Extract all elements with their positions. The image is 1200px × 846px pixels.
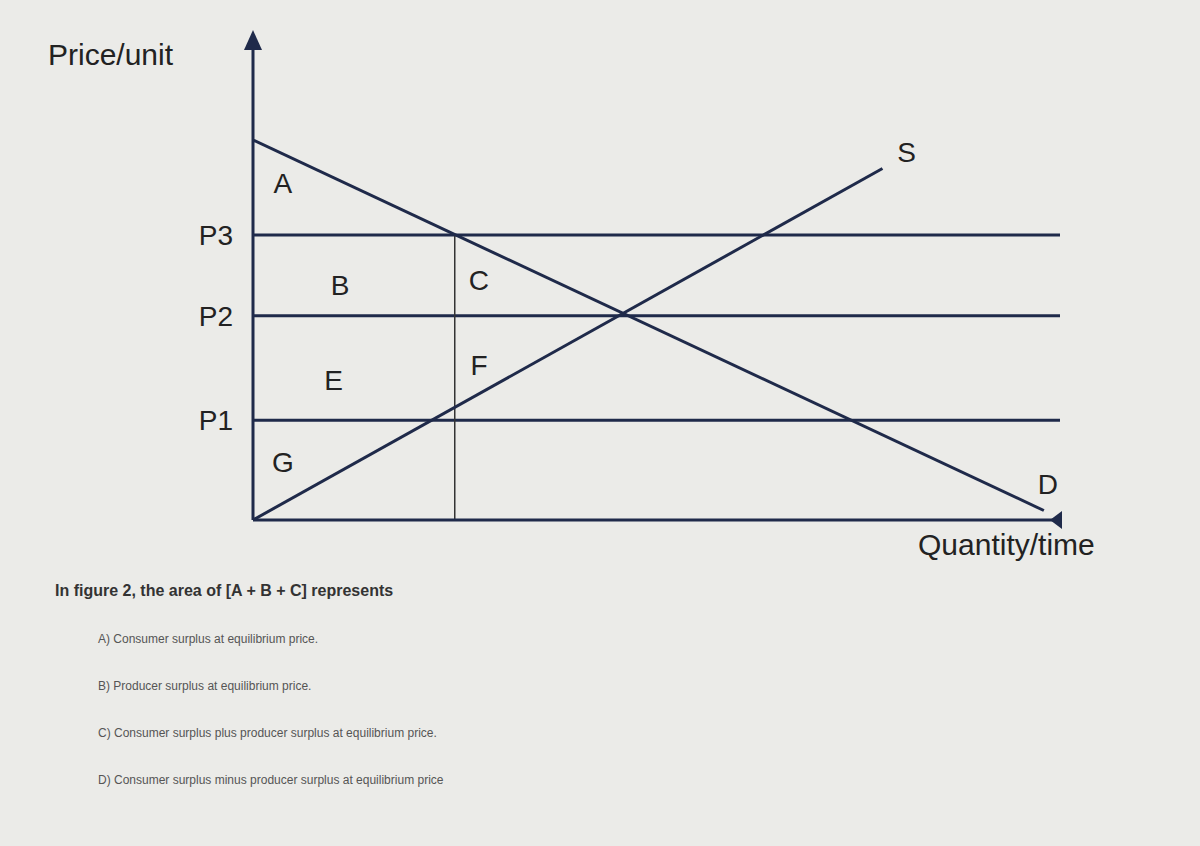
- html-text:C) Consumer surplus plus produ: C) Consumer surplus plus producer surplu…: [98, 726, 437, 740]
- html-text:Price/unit: Price/unit: [48, 38, 174, 71]
- svg-text:P2: P2: [199, 301, 233, 332]
- html-text:D) Consumer surplus minus prod: D) Consumer surplus minus producer surpl…: [98, 773, 444, 787]
- svg-text:P3: P3: [199, 220, 233, 251]
- html-text:In figure 2, the area of [A +: In figure 2, the area of [A + B + C] rep…: [55, 582, 394, 599]
- svg-text:D: D: [1038, 469, 1058, 500]
- html-text:B) Producer surplus at equilib: B) Producer surplus at equilibrium price…: [98, 679, 312, 693]
- svg-text:B: B: [331, 270, 350, 301]
- svg-text:A: A: [274, 168, 293, 199]
- svg-text:E: E: [324, 365, 343, 396]
- svg-text:S: S: [897, 137, 916, 168]
- svg-text:F: F: [470, 350, 487, 381]
- html-text:A) Consumer surplus at equilib: A) Consumer surplus at equilibrium price…: [98, 632, 319, 646]
- svg-text:G: G: [272, 447, 294, 478]
- svg-text:C: C: [469, 265, 489, 296]
- html-text:Quantity/time: Quantity/time: [918, 528, 1095, 561]
- svg-text:P1: P1: [199, 405, 233, 436]
